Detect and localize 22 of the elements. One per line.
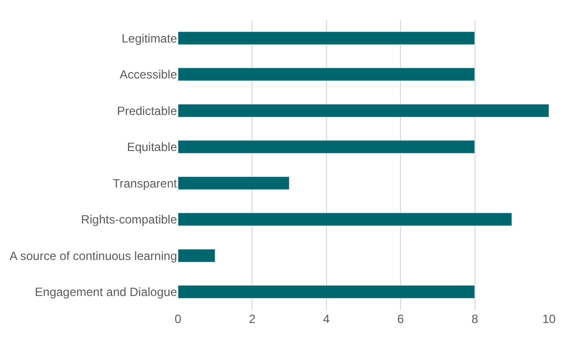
- y-tick-label: A source of continuous learning: [10, 248, 177, 263]
- x-tick-label: 4: [323, 312, 330, 326]
- y-tick-label: Predictable: [116, 104, 178, 118]
- x-tick-label: 6: [397, 312, 404, 326]
- bar: [178, 31, 476, 45]
- x-tick-label: 2: [248, 312, 256, 326]
- y-tick-label: Rights-compatible: [80, 212, 178, 227]
- x-tick-label: 0: [174, 312, 182, 326]
- y-tick-label: Engagement and Dialogue: [34, 285, 178, 300]
- y-tick-label: Equitable: [126, 140, 178, 154]
- bar: [178, 248, 216, 262]
- bar: [178, 176, 290, 190]
- bar: [178, 68, 476, 82]
- bar: [178, 104, 549, 118]
- y-tick-label: Legitimate: [122, 31, 178, 46]
- y-tick-label: Transparent: [112, 176, 178, 190]
- x-tick-label: 10: [542, 312, 556, 326]
- x-tick-label: 8: [471, 312, 478, 326]
- bar: [178, 140, 476, 154]
- bar: [178, 285, 476, 299]
- y-tick-label: Accessible: [120, 68, 178, 82]
- bar: [178, 212, 512, 226]
